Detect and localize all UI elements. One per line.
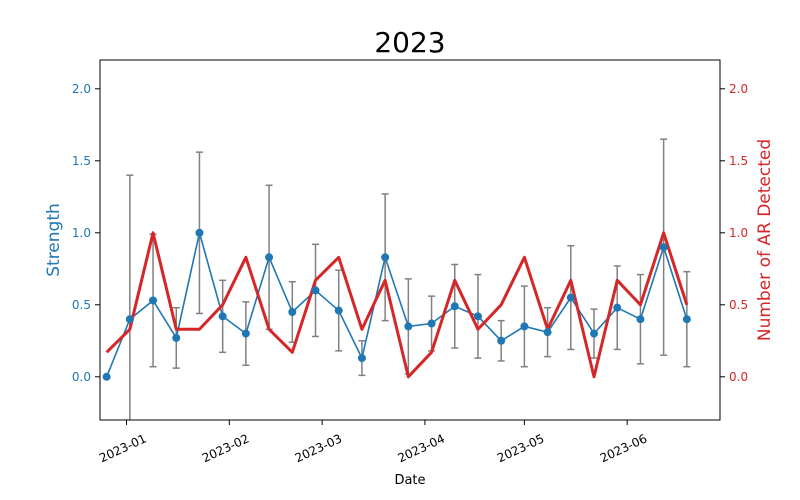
- y-right-tick-label: 1.5: [729, 154, 748, 168]
- data-point-strength: [404, 322, 413, 331]
- data-point-strength: [613, 303, 622, 312]
- data-point-layer: [102, 228, 691, 381]
- y-right-tick-label: 0.0: [729, 370, 748, 384]
- data-point-strength: [357, 354, 366, 363]
- data-point-strength: [265, 253, 274, 262]
- y-axis-right-ticks: 0.0 0.5 1.0 1.5 2.0: [720, 82, 748, 384]
- data-point-strength: [566, 293, 575, 302]
- data-point-strength: [149, 296, 158, 305]
- data-point-strength: [497, 336, 506, 345]
- y-axis-right-label: Number of AR Detected: [755, 139, 775, 341]
- plot-frame: [99, 59, 721, 421]
- data-point-strength: [334, 306, 343, 315]
- data-point-strength: [241, 329, 250, 338]
- data-point-strength: [520, 322, 529, 331]
- data-point-strength: [381, 253, 390, 262]
- data-point-strength: [543, 328, 552, 337]
- data-point-strength: [473, 312, 482, 321]
- series-line-strength: [105, 232, 688, 378]
- series-line-ar-detected: [105, 231, 689, 379]
- chart-title: 2023: [374, 26, 445, 59]
- y-axis-left-ticks: 0.0 0.5 1.0 1.5 2.0: [72, 82, 100, 384]
- y-right-tick-label: 2.0: [729, 82, 748, 96]
- data-point-strength: [450, 302, 459, 311]
- data-point-strength: [590, 329, 599, 338]
- data-point-strength: [172, 333, 181, 342]
- x-axis-label: Date: [394, 473, 425, 488]
- data-point-strength: [195, 228, 204, 237]
- data-point-strength: [218, 312, 227, 321]
- data-point-strength: [682, 315, 691, 324]
- series-line-layer: [105, 231, 689, 379]
- y-axis-left-label: Strength: [44, 203, 64, 277]
- data-point-strength: [125, 315, 134, 324]
- y-right-tick-label: 1.0: [729, 226, 748, 240]
- y-right-tick-label: 0.5: [729, 298, 748, 312]
- data-point-strength: [102, 372, 111, 381]
- y-left-tick-label: 1.5: [72, 154, 91, 168]
- data-point-strength: [427, 319, 436, 328]
- data-point-strength: [288, 308, 297, 316]
- data-point-strength: [659, 243, 668, 252]
- y-left-tick-label: 2.0: [72, 82, 91, 96]
- data-point-strength: [311, 286, 320, 295]
- data-point-strength: [636, 315, 645, 324]
- y-left-tick-label: 0.5: [72, 298, 91, 312]
- y-left-tick-label: 1.0: [72, 226, 91, 240]
- y-left-tick-label: 0.0: [72, 370, 91, 384]
